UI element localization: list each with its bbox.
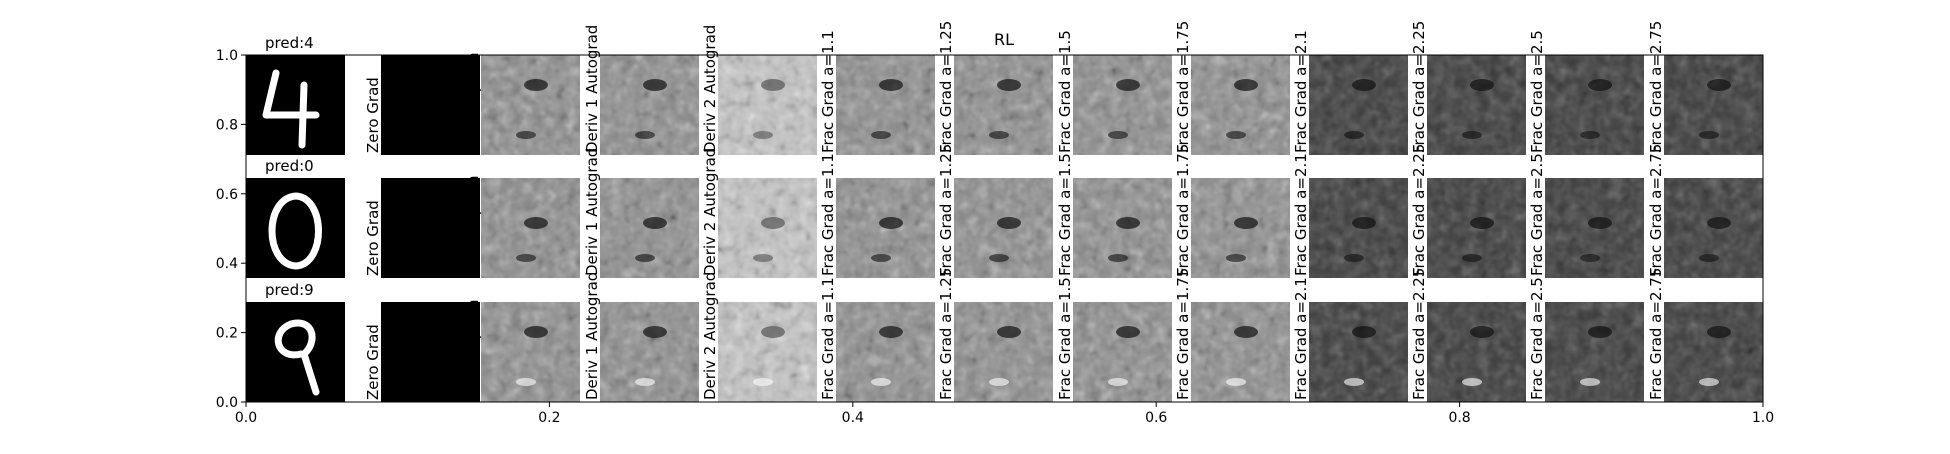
axes-frame (245, 54, 1764, 403)
column-label: Frac Grad a=2.25 (1410, 144, 1428, 276)
panel-r1-c0 (246, 178, 345, 278)
panel-r0-c3 (600, 55, 699, 155)
column-label: Frac Grad a=2.5 (1528, 277, 1546, 400)
column-label: Grad Captum (464, 300, 482, 400)
column-label: Zero Grad (364, 200, 382, 276)
column-label: Frac Grad a=2.5 (1528, 30, 1546, 153)
digit-9-stroke (274, 319, 320, 396)
panel-r2-c9 (1309, 302, 1408, 402)
panel-r0-c9 (1309, 55, 1408, 155)
column-label: Deriv 2 Autograd (701, 148, 719, 276)
panel-r1-c12 (1664, 178, 1763, 278)
y-tick-label: 0.8 (216, 117, 238, 133)
panel-r2-c7 (1073, 302, 1172, 402)
panel-r2-c11 (1545, 302, 1644, 402)
y-tick-label: 0.2 (216, 326, 238, 342)
column-label: Frac Grad a=1.1 (819, 153, 837, 276)
panel-r1-c9 (1309, 178, 1408, 278)
digit-0-stroke (268, 192, 322, 270)
panel-r0-c1 (381, 55, 480, 155)
panel-r2-c3 (600, 302, 699, 402)
column-label: Frac Grad a=2.5 (1528, 153, 1546, 276)
column-label: Frac Grad a=2.1 (1292, 277, 1310, 400)
panel-r2-c12 (1664, 302, 1763, 402)
panel-r1-c8 (1191, 178, 1290, 278)
panel-r1-c11 (1545, 178, 1644, 278)
column-label: Frac Grad a=2.75 (1647, 144, 1665, 276)
row-title: pred:9 (265, 281, 314, 299)
panel-r0-c10 (1427, 55, 1526, 155)
column-label: Frac Grad a=1.5 (1056, 153, 1074, 276)
column-label: Frac Grad a=1.75 (1174, 144, 1192, 276)
panel-r1-c10 (1427, 178, 1526, 278)
x-tick-label: 0.2 (538, 410, 560, 426)
column-label: Frac Grad a=1.75 (1174, 21, 1192, 153)
column-label: Frac Grad a=1.25 (937, 144, 955, 276)
panel-r2-c5 (836, 302, 935, 402)
column-label: Frac Grad a=1.5 (1056, 277, 1074, 400)
x-tick-label: 1.0 (1752, 410, 1774, 426)
column-label: Frac Grad a=2.25 (1410, 268, 1428, 400)
column-label: Frac Grad a=1.25 (937, 21, 955, 153)
y-tick-label: 0.0 (216, 395, 238, 411)
column-label: Zero Grad (364, 324, 382, 400)
digit-4-stroke (262, 69, 320, 149)
panel-r0-c4 (718, 55, 817, 155)
row-title: pred:0 (265, 157, 314, 175)
outer-axes: 0.0 0.2 0.4 0.6 0.8 1.0 0.0 0.2 0.4 0.6 0.8 1.0 (216, 48, 1774, 426)
column-label: Frac Grad a=2.75 (1647, 268, 1665, 400)
panel-grid (246, 55, 1763, 402)
panel-r1-c5 (836, 178, 935, 278)
panel-labels: pred:4 pred:0 pred:9 Zero Grad Zero Grad Zero… (265, 21, 1665, 400)
x-tick-label: 0.6 (1145, 410, 1167, 426)
panel-r2-c2 (481, 302, 580, 402)
panel-r1-c4 (718, 178, 817, 278)
column-label: Frac Grad a=2.25 (1410, 21, 1428, 153)
column-label: Frac Grad a=1.5 (1056, 30, 1074, 153)
column-label: Frac Grad a=2.1 (1292, 153, 1310, 276)
panel-r2-c10 (1427, 302, 1526, 402)
panel-r1-c6 (954, 178, 1053, 278)
x-tick-label: 0.4 (842, 410, 864, 426)
panel-r1-c7 (1073, 178, 1172, 278)
panel-r2-c6 (954, 302, 1053, 402)
panel-r0-c6 (954, 55, 1053, 155)
panel-r0-c12 (1664, 55, 1763, 155)
column-label: Frac Grad a=2.1 (1292, 30, 1310, 153)
column-label: Frac Grad a=1.1 (819, 277, 837, 400)
panel-r1-c3 (600, 178, 699, 278)
panel-r2-c1 (381, 302, 480, 402)
panel-r2-c0 (246, 302, 345, 402)
y-tick-label: 1.0 (216, 48, 238, 64)
x-tick-label: 0.8 (1448, 410, 1470, 426)
panel-r2-c8 (1191, 302, 1290, 402)
column-label: Deriv 1 Autograd (583, 25, 601, 153)
column-label: Deriv 2 Autograd (701, 25, 719, 153)
panel-r0-c2 (481, 55, 580, 155)
panel-r1-c2 (481, 178, 580, 278)
y-tick-label: 0.4 (216, 256, 238, 272)
panel-r0-c0 (246, 55, 345, 155)
row-title: pred:4 (265, 34, 314, 52)
y-tick-label: 0.6 (216, 187, 238, 203)
panel-r0-c7 (1073, 55, 1172, 155)
column-label: Zero Grad (364, 77, 382, 153)
column-label: Deriv 1 Autograd (583, 272, 601, 400)
column-label: Deriv 1 Autograd (583, 148, 601, 276)
chart-title: RL (994, 30, 1014, 49)
panel-r2-c4 (718, 302, 817, 402)
column-label: Grad Captum (464, 176, 482, 276)
x-tick-label: 0.0 (235, 410, 257, 426)
panel-r0-c8 (1191, 55, 1290, 155)
column-label: Grad Captum (464, 53, 482, 153)
panel-r0-c5 (836, 55, 935, 155)
column-label: Frac Grad a=1.25 (937, 268, 955, 400)
panel-r1-c1 (381, 178, 480, 278)
column-label: Frac Grad a=1.75 (1174, 268, 1192, 400)
column-label: Frac Grad a=2.75 (1647, 21, 1665, 153)
column-label: Frac Grad a=1.1 (819, 30, 837, 153)
panel-r0-c11 (1545, 55, 1644, 155)
column-label: Deriv 2 Autograd (701, 272, 719, 400)
